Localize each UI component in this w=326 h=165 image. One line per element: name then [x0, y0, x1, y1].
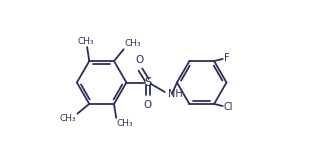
Text: Cl: Cl	[224, 101, 233, 112]
Text: CH₃: CH₃	[124, 39, 141, 48]
Text: CH₃: CH₃	[78, 37, 95, 46]
Text: F: F	[224, 53, 230, 64]
Text: O: O	[144, 100, 152, 110]
Text: CH₃: CH₃	[60, 115, 77, 123]
Text: S: S	[144, 76, 152, 89]
Text: O: O	[135, 55, 143, 65]
Text: NH: NH	[168, 89, 183, 99]
Text: CH₃: CH₃	[117, 119, 133, 128]
